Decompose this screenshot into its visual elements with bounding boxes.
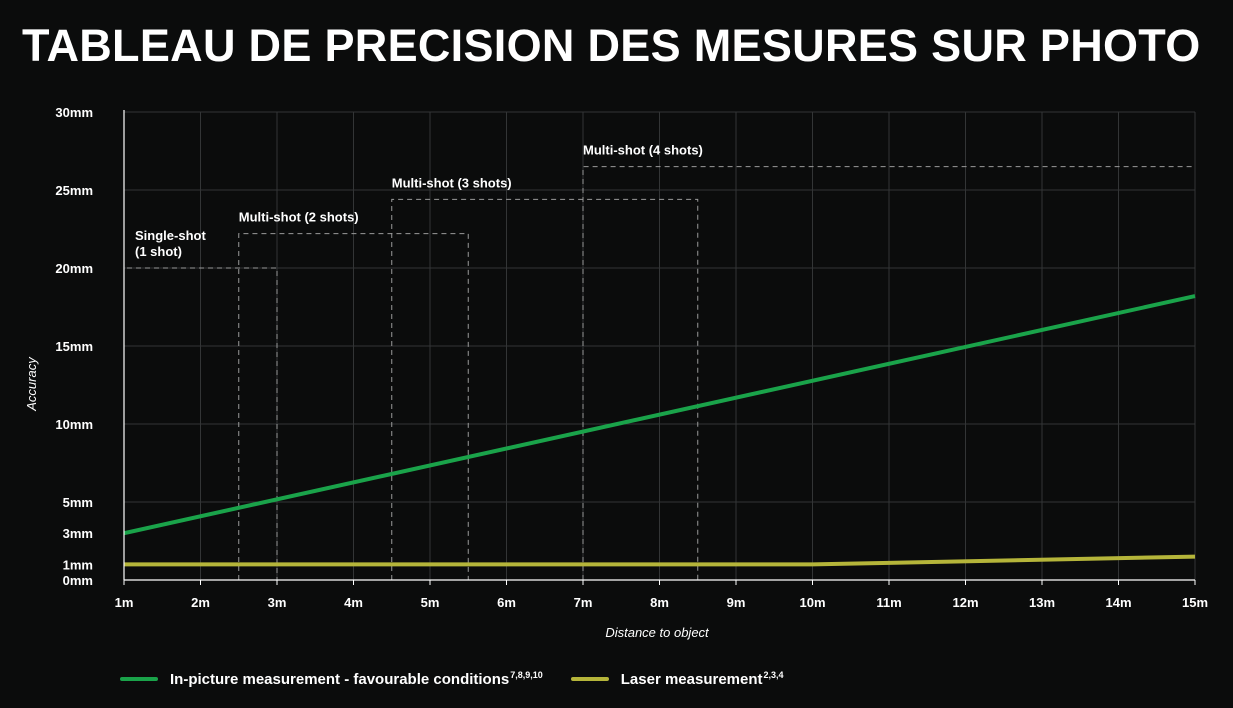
series-line-in-picture [123,294,1196,536]
x-tick-label: 8m [650,595,669,610]
y-tick-label: 20mm [55,261,93,276]
x-tick-label: 1m [115,595,134,610]
y-axis-label: Accuracy [24,356,39,412]
legend-label-in-picture: In-picture measurement - favourable cond… [170,670,543,688]
y-tick-label: 30mm [55,105,93,120]
zones-layer: Single-shot(1 shot) Multi-shot (2 shots) M… [123,143,1195,580]
zone-box-4 [582,166,1195,580]
axis-layer: 1m 2m 3m 4m 5m 6m 7m 8m 9m 10m 11m 12m 13m 14m 15m0mm1… [55,105,1208,610]
x-tick-label: 10m [799,595,825,610]
zone-label-3: Multi-shot (3 shots) [392,175,512,190]
y-tick-label: 25mm [55,183,93,198]
series-layer [123,294,1196,567]
x-tick-label: 7m [574,595,593,610]
zone-label-2: Multi-shot (2 shots) [239,210,359,225]
legend-item-in-picture: In-picture measurement - favourable cond… [120,670,543,688]
y-tick-label: 1mm [63,557,93,572]
x-tick-label: 9m [727,595,746,610]
x-tick-label: 5m [421,595,440,610]
x-tick-label: 12m [952,595,978,610]
zone-label-1: (1 shot) [135,244,182,259]
y-tick-label: 5mm [63,495,93,510]
y-tick-label: 3mm [63,526,93,541]
legend-swatch-yellow [570,677,609,681]
x-tick-label: 2m [191,595,210,610]
page-title: TABLEAU DE PRECISION DES MESURES SUR PHO… [22,20,1201,71]
x-tick-label: 14m [1105,595,1131,610]
legend-swatch-green [120,677,158,681]
legend-item-laser: Laser measurement2,3,4 [570,670,784,688]
x-tick-label: 15m [1182,595,1208,610]
x-tick-label: 3m [268,595,287,610]
x-axis-label: Distance to object [605,625,710,640]
x-tick-label: 6m [497,595,516,610]
x-tick-label: 13m [1029,595,1055,610]
x-tick-label: 4m [344,595,363,610]
zone-label-1: Single-shot [135,228,206,243]
x-tick-label: 11m [876,595,901,610]
y-tick-label: 0mm [63,573,93,588]
zone-label-4: Multi-shot (4 shots) [583,143,703,158]
chart-legend: In-picture measurement - favourable cond… [120,670,784,688]
legend-label-laser: Laser measurement2,3,4 [620,670,784,688]
y-tick-label: 10mm [55,417,93,432]
y-tick-label: 15mm [55,339,93,354]
series-line-laser [124,554,1196,567]
accuracy-chart: Single-shot(1 shot) Multi-shot (2 shots) M… [24,105,1208,640]
zone-box-3 [391,198,699,580]
grid-layer [124,111,1196,580]
zone-box-2 [238,233,469,580]
